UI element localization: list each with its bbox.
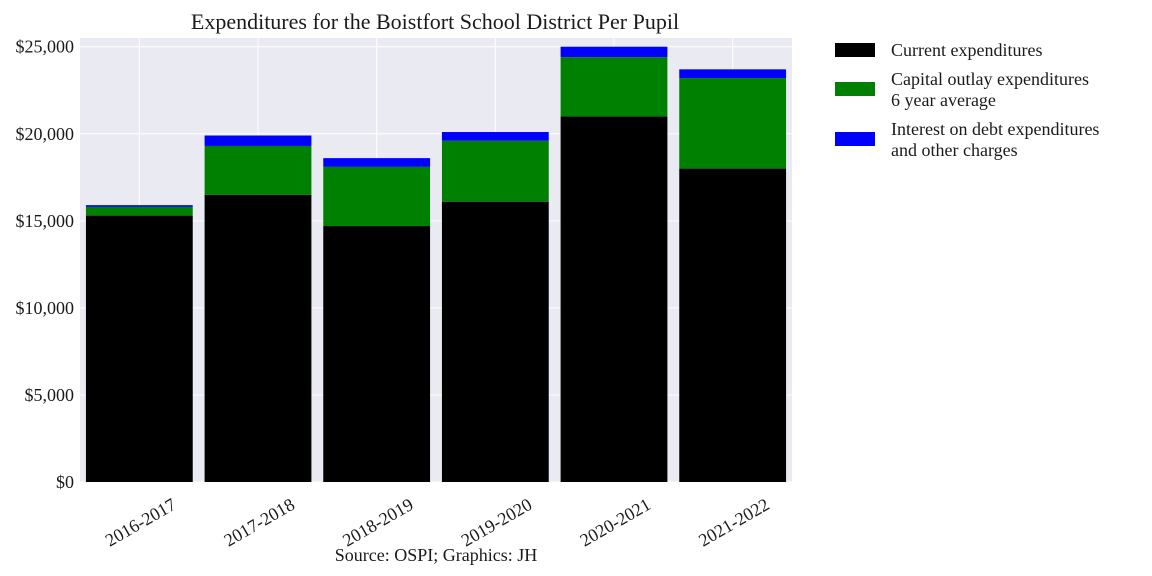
x-tick-label: 2020-2021	[576, 494, 654, 550]
bar-segment-1-2016-2017	[85, 215, 193, 482]
bar-segment-2-2019-2020	[441, 140, 549, 202]
legend-swatch	[835, 43, 875, 57]
y-tick-label: $5,000	[25, 385, 75, 405]
bar-segment-2-2017-2018	[204, 145, 312, 195]
y-axis-ticks: $0 $5,000 $10,000 $15,000 $20,000 $25,000	[16, 37, 75, 492]
bar-segment-3-2021-2022	[679, 69, 787, 79]
legend-label: and other charges	[891, 140, 1018, 160]
source-note: Source: OSPI; Graphics: JH	[335, 545, 537, 565]
y-tick-label: $20,000	[16, 124, 75, 144]
bar-segment-1-2020-2021	[560, 116, 668, 483]
x-tick-label: 2019-2020	[458, 494, 536, 550]
bar-segment-2-2016-2017	[85, 206, 193, 216]
y-tick-label: $15,000	[16, 211, 75, 231]
bar-segment-3-2018-2019	[323, 158, 431, 167]
x-tick-label: 2017-2018	[220, 494, 298, 550]
bar-segment-3-2019-2020	[441, 132, 549, 141]
bar-segment-1-2019-2020	[441, 201, 549, 482]
legend-label: 6 year average	[891, 90, 996, 110]
bar-segment-2-2020-2021	[560, 57, 668, 117]
legend-swatch	[835, 132, 875, 146]
legend-label: Interest on debt expenditures	[891, 119, 1099, 139]
chart-title: Expenditures for the Boistfort School Di…	[191, 9, 679, 34]
bar-segment-3-2020-2021	[560, 46, 668, 58]
legend-swatch	[835, 82, 875, 96]
x-tick-label: 2018-2019	[339, 494, 417, 550]
bar-segment-1-2017-2018	[204, 194, 312, 483]
y-tick-label: $25,000	[16, 37, 75, 57]
legend-label: Current expenditures	[891, 40, 1042, 60]
bar-segment-2-2018-2019	[323, 166, 431, 227]
legend-item: Current expenditures	[835, 40, 1042, 60]
bar-segment-2-2021-2022	[679, 78, 787, 169]
legend: Current expenditures Capital outlay expen…	[835, 40, 1099, 160]
plot-area	[80, 38, 792, 482]
bars	[85, 46, 787, 483]
legend-label: Capital outlay expenditures	[891, 69, 1089, 89]
x-axis-ticks: 2016-2017 2017-2018 2018-2019 2019-2020 2020…	[102, 494, 773, 550]
bar-segment-3-2017-2018	[204, 135, 312, 146]
x-tick-label: 2016-2017	[102, 494, 180, 550]
bar-segment-1-2018-2019	[323, 226, 431, 482]
y-tick-label: $0	[56, 472, 74, 492]
bar-segment-1-2021-2022	[679, 168, 787, 482]
x-tick-label: 2021-2022	[695, 494, 773, 550]
bar-segment-3-2016-2017	[85, 205, 193, 207]
y-tick-label: $10,000	[16, 298, 75, 318]
